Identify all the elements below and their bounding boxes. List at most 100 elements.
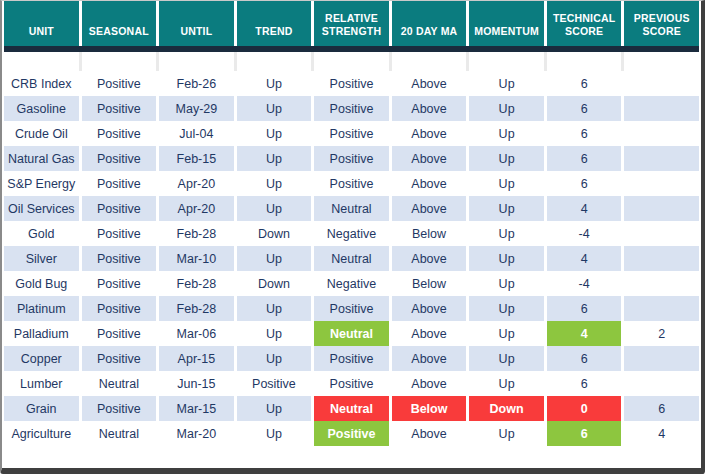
table-cell: Above: [392, 146, 467, 171]
column-header: UNTIL: [159, 1, 234, 46]
table-row: GoldPositiveFeb-28DownNegativeBelowUp-4: [4, 221, 699, 246]
table-cell: Above: [392, 196, 467, 221]
table-cell: Platinum: [4, 296, 79, 321]
table-cell: 6: [547, 96, 622, 121]
table-cell: Up: [237, 321, 312, 346]
table-cell: Positive: [82, 246, 157, 271]
table-cell: [624, 246, 699, 271]
column-header: TECHNICAL SCORE: [547, 1, 622, 46]
table-cell: Up: [237, 246, 312, 271]
table-row: CRB IndexPositiveFeb-26UpPositiveAboveUp…: [4, 71, 699, 96]
table-cell: [624, 371, 699, 396]
table-row: Natural GasPositiveFeb-15UpPositiveAbove…: [4, 146, 699, 171]
column-header: 20 DAY MA: [392, 1, 467, 46]
table-cell: Up: [469, 371, 544, 396]
table-cell: CRB Index: [4, 71, 79, 96]
table-cell: Positive: [82, 71, 157, 96]
table-cell: Neutral: [314, 321, 389, 346]
column-header: UNIT: [4, 1, 79, 46]
table-cell: 4: [547, 196, 622, 221]
table-cell: Apr-15: [159, 346, 234, 371]
table-cell: Neutral: [314, 396, 389, 421]
table-cell: Up: [237, 296, 312, 321]
spacer-cell: [392, 52, 467, 71]
table-row: LumberNeutralJun-15PositivePositiveAbove…: [4, 371, 699, 396]
table-cell: Up: [237, 346, 312, 371]
table-cell: Positive: [82, 396, 157, 421]
table-cell: Gold: [4, 221, 79, 246]
table-cell: Up: [469, 421, 544, 446]
table-cell: [624, 221, 699, 246]
table-cell: [624, 296, 699, 321]
table-cell: Natural Gas: [4, 146, 79, 171]
table-cell: Positive: [82, 196, 157, 221]
table-cell: Above: [392, 296, 467, 321]
table-cell: Feb-28: [159, 221, 234, 246]
table-cell: Crude Oil: [4, 121, 79, 146]
table-cell: Feb-15: [159, 146, 234, 171]
table-cell: Neutral: [314, 196, 389, 221]
table-cell: Up: [237, 421, 312, 446]
table-cell: Jul-04: [159, 121, 234, 146]
table-cell: Positive: [314, 371, 389, 396]
table-cell: Up: [237, 146, 312, 171]
table-cell: Negative: [314, 221, 389, 246]
table-cell: Positive: [82, 121, 157, 146]
table-cell: Up: [469, 321, 544, 346]
table-cell: 6: [547, 171, 622, 196]
table-cell: 6: [547, 371, 622, 396]
table-cell: -4: [547, 271, 622, 296]
table-cell: Down: [237, 221, 312, 246]
table-cell: Below: [392, 396, 467, 421]
table-cell: Lumber: [4, 371, 79, 396]
table-cell: Down: [469, 396, 544, 421]
column-header: TREND: [237, 1, 312, 46]
spacer-cell: [314, 52, 389, 71]
spacer-cell: [237, 52, 312, 71]
table-cell: Above: [392, 96, 467, 121]
spacer-cell: [159, 52, 234, 71]
table-cell: Up: [469, 71, 544, 96]
table-cell: Mar-10: [159, 246, 234, 271]
table-cell: Gasoline: [4, 96, 79, 121]
table-cell: [624, 146, 699, 171]
table-cell: 2: [624, 321, 699, 346]
table-cell: Positive: [314, 121, 389, 146]
table-cell: 6: [547, 121, 622, 146]
table-cell: Oil Services: [4, 196, 79, 221]
table-row: Oil ServicesPositiveApr-20UpNeutralAbove…: [4, 196, 699, 221]
table-cell: [624, 271, 699, 296]
table-cell: Agriculture: [4, 421, 79, 446]
spacer-cell: [82, 52, 157, 71]
table-body: CRB IndexPositiveFeb-26UpPositiveAboveUp…: [4, 71, 699, 446]
table-cell: Up: [237, 196, 312, 221]
table-row: GrainPositiveMar-15UpNeutralBelowDown06: [4, 396, 699, 421]
table-cell: -4: [547, 221, 622, 246]
table-cell: Positive: [82, 321, 157, 346]
table-cell: [624, 71, 699, 96]
table-cell: May-29: [159, 96, 234, 121]
table-cell: Up: [469, 246, 544, 271]
table-cell: Positive: [82, 171, 157, 196]
table-cell: Neutral: [82, 371, 157, 396]
table-cell: [624, 96, 699, 121]
table-cell: [624, 196, 699, 221]
table-cell: Apr-20: [159, 196, 234, 221]
column-header: SEASONAL: [82, 1, 157, 46]
spacer-row: [4, 52, 699, 71]
table-cell: 4: [547, 321, 622, 346]
table-cell: S&P Energy: [4, 171, 79, 196]
table-cell: Below: [392, 221, 467, 246]
table-cell: Jun-15: [159, 371, 234, 396]
table-cell: Down: [237, 271, 312, 296]
table-cell: [624, 121, 699, 146]
table-cell: Up: [469, 346, 544, 371]
table-cell: Apr-20: [159, 171, 234, 196]
table-cell: Positive: [314, 171, 389, 196]
table-row: AgricultureNeutralMar-20UpPositiveAboveU…: [4, 421, 699, 446]
table-cell: Feb-26: [159, 71, 234, 96]
table-row: PlatinumPositiveFeb-28UpPositiveAboveUp6: [4, 296, 699, 321]
table-cell: Up: [469, 96, 544, 121]
table-cell: 6: [624, 396, 699, 421]
table-cell: Positive: [314, 421, 389, 446]
